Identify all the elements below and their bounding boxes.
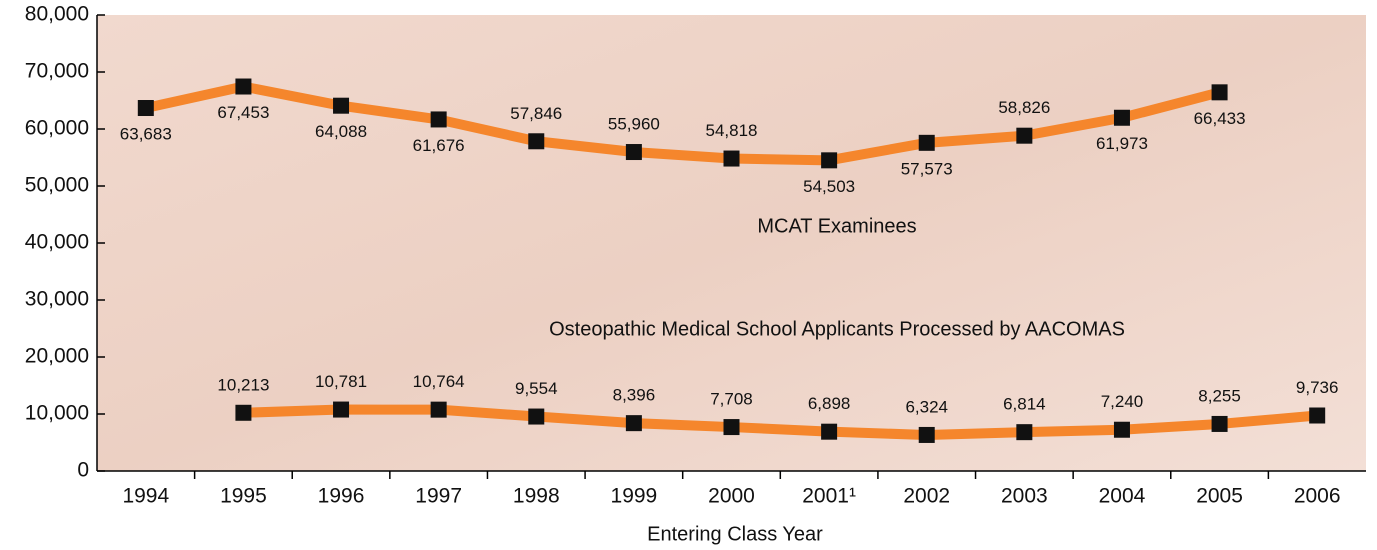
x-tick-label: 1996 [318,485,365,508]
data-point [1212,416,1228,432]
value-label: 6,324 [905,397,948,416]
value-label: 54,503 [803,177,855,196]
value-label: 8,255 [1198,386,1241,405]
x-tick-label: 1997 [415,485,462,508]
value-label: 57,573 [901,159,953,178]
data-point [1114,110,1130,126]
data-point [1309,408,1325,424]
value-label: 66,433 [1194,109,1246,128]
value-label: 7,240 [1101,392,1144,411]
x-tick-label: 2003 [1001,485,1048,508]
data-point [821,152,837,168]
value-label: 10,213 [217,375,269,394]
x-tick-label: 1994 [122,485,169,508]
value-label: 58,826 [998,98,1050,117]
data-point [724,419,740,435]
data-point [1212,84,1228,100]
data-point [528,133,544,149]
x-tick-label: 1998 [513,485,560,508]
data-point [626,144,642,160]
value-label: 63,683 [120,124,172,143]
data-point [919,427,935,443]
y-tick-label: 10,000 [25,402,89,425]
value-label: 10,764 [413,372,465,391]
x-tick-label: 2000 [708,485,755,508]
value-label: 7,708 [710,390,753,409]
data-point [626,415,642,431]
value-label: 54,818 [706,121,758,140]
value-label: 6,898 [808,394,851,413]
x-tick-label: 2006 [1294,485,1341,508]
data-point [333,98,349,114]
value-label: 57,846 [510,104,562,123]
value-label: 8,396 [613,386,656,405]
x-axis-title: Entering Class Year [647,523,823,545]
data-point [235,79,251,95]
data-point [431,111,447,127]
value-label: 64,088 [315,122,367,141]
y-tick-label: 40,000 [25,231,89,254]
value-label: 55,960 [608,115,660,134]
y-tick-label: 20,000 [25,345,89,368]
y-tick-label: 70,000 [25,60,89,83]
value-label: 67,453 [217,103,269,122]
chart: MCAT Examinees Osteopathic Medical Schoo… [0,0,1377,550]
data-point [138,100,154,116]
data-point [821,424,837,440]
x-tick-label: 1999 [611,485,658,508]
data-point [235,405,251,421]
data-point [333,402,349,418]
value-label: 10,781 [315,372,367,391]
data-point [1016,424,1032,440]
data-point [1114,422,1130,438]
data-point [919,135,935,151]
x-tick-label: 2004 [1099,485,1146,508]
value-label: 9,554 [515,379,558,398]
y-tick-label: 0 [77,459,89,482]
data-point [724,151,740,167]
data-point [1016,128,1032,144]
x-tick-label: 2002 [903,485,950,508]
data-point [431,402,447,418]
y-tick-label: 60,000 [25,117,89,140]
x-tick-label: 2001¹ [802,485,856,508]
data-point [528,409,544,425]
series-annotation: MCAT Examinees [757,215,916,237]
x-tick-label: 2005 [1196,485,1243,508]
value-label: 61,676 [413,136,465,155]
y-tick-label: 50,000 [25,174,89,197]
series-annotation: Osteopathic Medical School Applicants Pr… [549,318,1125,340]
value-label: 61,973 [1096,134,1148,153]
y-tick-label: 30,000 [25,288,89,311]
x-tick-label: 1995 [220,485,267,508]
value-label: 6,814 [1003,395,1046,414]
y-tick-label: 80,000 [25,3,89,26]
value-label: 9,736 [1296,378,1339,397]
